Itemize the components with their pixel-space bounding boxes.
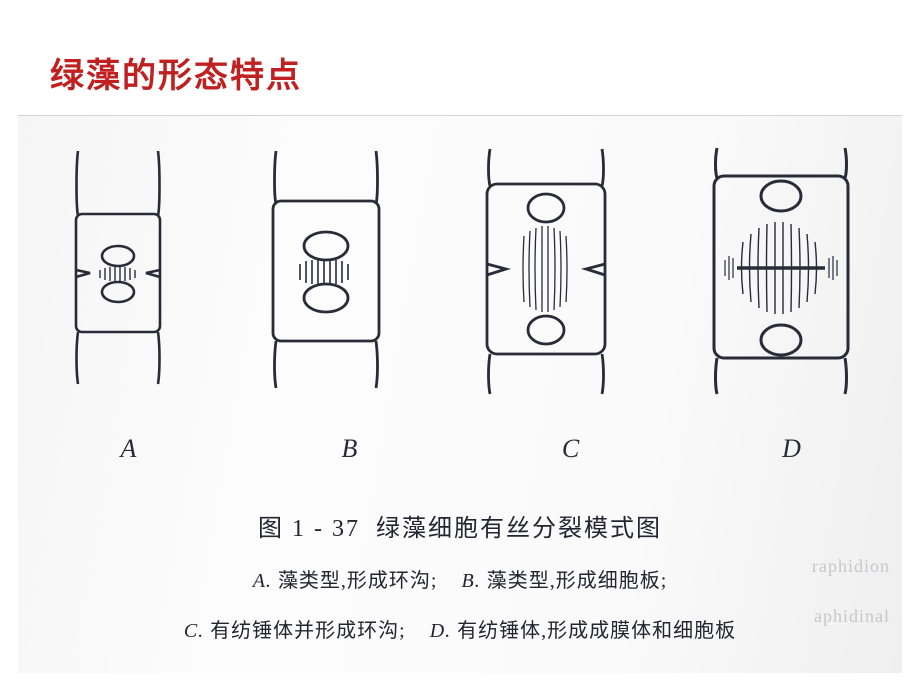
legend-a-text: 藻类型,形成环沟; <box>278 570 438 592</box>
diagram-c <box>452 146 637 396</box>
figure-caption-text: 绿藻细胞有丝分裂模式图 <box>376 516 662 542</box>
legend-line-2: C. 有纺锤体并形成环沟; D. 有纺锤体,形成成膜体和细胞板 <box>18 614 902 643</box>
diagram-label-b: B <box>250 434 450 464</box>
legend-b-label: B. <box>462 570 481 592</box>
figure-caption-prefix: 图 1 - 37 <box>258 516 360 542</box>
diagram-letter-row: A B C D <box>18 434 902 464</box>
bleed-through-text-2: aphidinal <box>814 606 890 627</box>
figure-caption: 图 1 - 37 绿藻细胞有丝分裂模式图 <box>18 508 902 543</box>
diagram-a <box>38 146 198 386</box>
diagram-b <box>238 146 413 391</box>
diagram-d <box>677 146 882 396</box>
legend-d-label: D. <box>430 620 451 642</box>
legend-d-text: 有纺锤体,形成成膜体和细胞板 <box>457 620 736 642</box>
legend-c-text: 有纺锤体并形成环沟; <box>210 620 406 642</box>
diagram-row <box>18 146 902 396</box>
diagram-label-c: C <box>471 434 671 464</box>
slide-title: 绿藻的形态特点 <box>50 48 302 97</box>
figure-scan-area: A B C D 图 1 - 37 绿藻细胞有丝分裂模式图 A. 藻类型,形成环沟… <box>18 115 902 673</box>
legend-line-1: A. 藻类型,形成环沟; B. 藻类型,形成细胞板; <box>18 564 902 593</box>
legend-c-label: C. <box>184 620 204 642</box>
legend-b-text: 藻类型,形成细胞板; <box>487 570 668 592</box>
legend-a-label: A. <box>253 570 272 592</box>
bleed-through-text-1: raphidion <box>812 556 890 577</box>
diagram-label-a: A <box>29 434 229 464</box>
diagram-label-d: D <box>692 434 892 464</box>
